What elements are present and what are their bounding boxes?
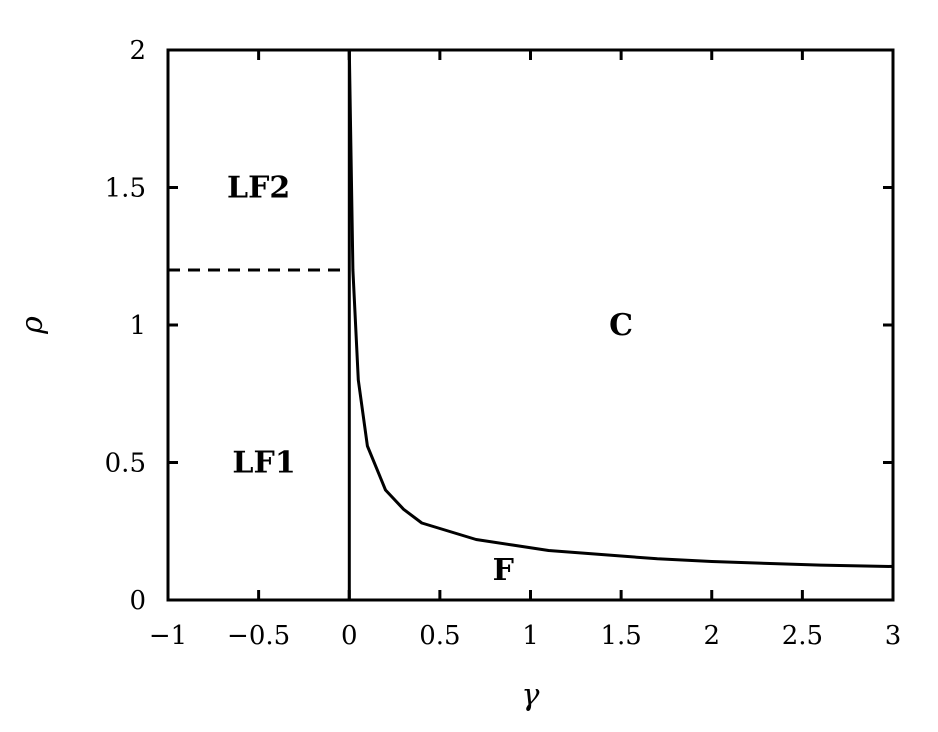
y-axis-label: ρ: [15, 316, 50, 335]
y-tick-label: 0.5: [105, 449, 146, 479]
y-tick-label: 1: [129, 311, 146, 341]
x-tick-label: 0: [341, 621, 358, 651]
y-tick-label: 1.5: [105, 174, 146, 204]
x-tick-label: 2.5: [782, 621, 823, 651]
annotation-layer: LF2 LF1 C F: [227, 171, 633, 588]
x-tick-label: 3: [885, 621, 902, 651]
x-tick-label: 0.5: [419, 621, 460, 651]
plot-frame: [166, 48, 895, 602]
region-label-c: C: [609, 308, 633, 343]
ticks-layer: −1 −0.5 0 0.5 1 1.5 2 2.5 3 0 0.5 1 1.5 2: [105, 36, 902, 651]
region-label-lf1: LF1: [232, 446, 295, 481]
region-label-lf2: LF2: [227, 171, 290, 206]
x-tick-label: 2: [703, 621, 720, 651]
y-tick-label: 0: [129, 586, 146, 616]
x-tick-label: −1: [149, 621, 187, 651]
x-tick-label: 1.5: [600, 621, 641, 651]
region-label-f: F: [493, 553, 514, 588]
x-tick-label: −0.5: [227, 621, 290, 651]
series-line-1: [347, 49, 894, 568]
y-tick-label: 2: [129, 36, 146, 66]
series-layer: [168, 49, 894, 600]
x-tick-label: 1: [522, 621, 539, 651]
x-axis-label: γ: [522, 678, 540, 713]
